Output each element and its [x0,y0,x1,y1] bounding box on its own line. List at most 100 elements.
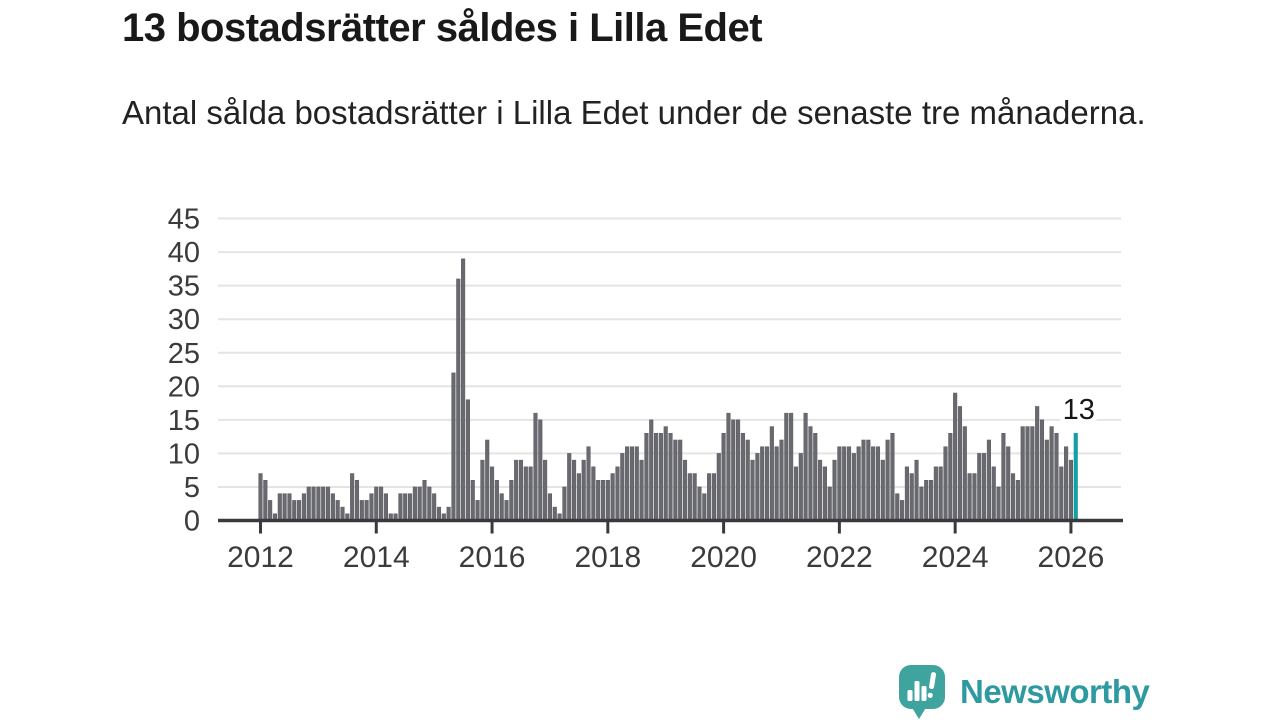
bar [707,473,712,521]
bar [518,459,524,521]
bar [769,426,774,521]
bar [1064,446,1069,521]
bar [369,493,374,521]
bar [682,459,688,521]
bar [803,412,808,521]
bar [282,493,287,521]
bar [880,459,885,521]
bar [784,412,789,521]
bar [668,433,673,521]
bar [1006,446,1011,521]
bar [654,433,659,521]
bar [914,459,919,521]
bar [364,500,369,521]
bar [422,479,427,521]
bar [634,446,639,521]
bar [900,500,905,521]
bar [755,453,760,521]
bar [340,506,345,521]
x-axis-label: 2012 [227,541,294,574]
bar [793,466,799,521]
bar [350,473,355,521]
y-axis-label: 20 [168,371,200,403]
y-axis-label: 35 [168,271,200,303]
bar [297,500,302,521]
bar [499,493,504,521]
bar [596,479,601,521]
bar [856,446,861,521]
bar [562,486,567,521]
bar [610,473,615,521]
bar [933,466,938,521]
bar [451,372,456,521]
bar [292,500,297,521]
bar [740,433,745,521]
bar [485,439,490,521]
bar [919,486,924,521]
x-axis-label: 2018 [574,541,641,574]
bar [461,258,466,521]
y-axis-label: 10 [168,438,200,470]
bar [711,473,717,521]
bar [943,446,948,521]
y-axis-label: 25 [168,338,200,370]
bar [822,466,827,521]
bar [1049,426,1054,521]
brand-name: Newsworthy [960,673,1150,710]
bar [605,479,610,521]
bar [480,459,485,521]
x-axis-label: 2016 [459,541,526,574]
bar [301,493,306,521]
bar [658,433,663,521]
bar [287,493,292,521]
bar [567,453,572,521]
bar [846,446,852,521]
bar [851,453,856,521]
bar [330,493,335,521]
bar [311,486,316,521]
bar [1044,439,1049,521]
bar [625,446,630,521]
bar [972,473,977,521]
bar [306,486,311,521]
bar [692,473,697,521]
bar [798,453,803,521]
bar [383,493,388,521]
highlight-bar [1073,433,1078,521]
y-axis-label: 5 [184,472,200,504]
y-axis-label: 30 [168,304,200,336]
bar [620,453,625,521]
bar [957,406,963,521]
bar [760,446,765,521]
bar [321,486,326,521]
bar [890,433,895,521]
bar [523,466,528,521]
bar [465,399,470,521]
bar [533,412,538,521]
bar [470,479,475,521]
bar [721,433,726,521]
bar [764,446,770,521]
bar [904,466,909,521]
bar [750,459,755,521]
bar [509,479,514,521]
bar [547,493,552,521]
bar [268,500,273,521]
bar [591,466,596,521]
bar [996,486,1001,521]
bar [374,486,379,521]
bar [586,446,591,521]
bar [316,486,321,521]
bar [600,479,606,521]
newsworthy-logo: Newsworthy [898,664,1150,720]
bar [673,439,678,521]
bar [504,500,509,521]
bar [663,426,668,521]
bar [818,459,823,521]
bar [731,419,736,521]
bar [832,459,837,521]
bar [1068,459,1073,521]
bar [962,426,967,521]
bar [861,439,866,521]
